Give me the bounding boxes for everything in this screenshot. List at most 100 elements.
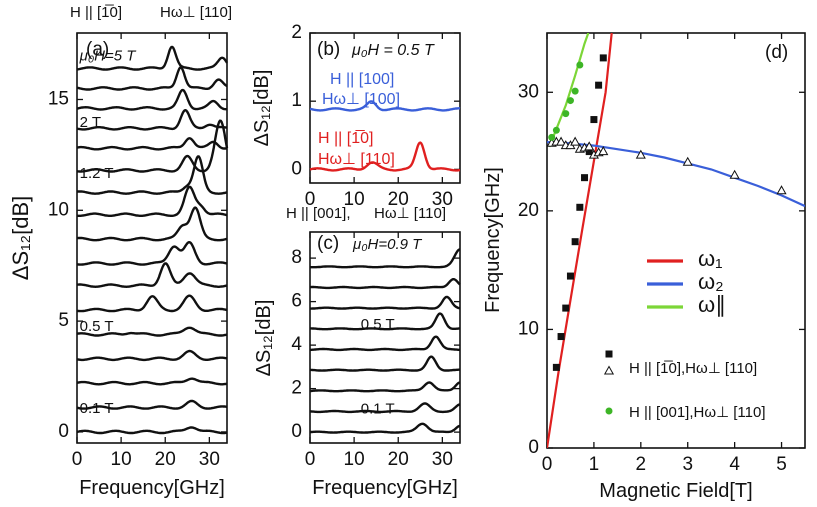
panel-c-trace xyxy=(309,295,461,310)
panel-d-xtick-label: 2 xyxy=(636,454,647,475)
panel-a-title: H || [1̅0] xyxy=(70,4,122,21)
panel-c-ytick-label: 4 xyxy=(291,334,302,355)
panel-b-ytick-label: 2 xyxy=(291,22,302,43)
panel-a-trace xyxy=(76,109,228,131)
panel-c-ytick-label: 6 xyxy=(291,291,302,312)
panel-a-trace xyxy=(76,377,228,386)
panel-a-annotation: 2 T xyxy=(80,114,101,131)
panel-a-xtick-label: 20 xyxy=(155,449,176,470)
panel-d-ytick-label: 20 xyxy=(518,200,539,221)
panel-a-trace xyxy=(76,206,228,242)
panel-d-label: (d) xyxy=(765,42,788,63)
panel-c-xtick-label: 10 xyxy=(344,449,365,470)
panel-a-trace xyxy=(76,155,228,195)
panel-b-xtick-label: 20 xyxy=(388,189,409,210)
panel-a-annotation: 1.2 T xyxy=(80,165,114,182)
panel-a-trace xyxy=(76,45,229,71)
legend-label-omega1-curve: ω₁ xyxy=(698,246,723,271)
square-marker xyxy=(581,174,589,182)
panel-d-frame xyxy=(546,32,806,449)
panel-c-title: H || [001], xyxy=(286,205,351,222)
panel-c-trace xyxy=(309,355,461,372)
legend-triangle-marker xyxy=(603,365,615,375)
triangle-marker xyxy=(682,156,693,166)
panel-a-xlabel: Frequency[GHz] xyxy=(79,477,225,499)
panel-c-annotation: 0.1 T xyxy=(361,401,395,418)
triangle-marker xyxy=(598,146,609,156)
triangle-marker xyxy=(556,136,567,146)
panel-c-annotation: 0.5 T xyxy=(361,316,395,333)
panel-a-trace xyxy=(76,399,228,410)
panel-c-trace xyxy=(309,248,461,269)
panel-b-legend-red2: Hω⊥ [110] xyxy=(318,151,395,168)
panel-b-ylabel: ΔS₁₂[dB] xyxy=(251,70,273,147)
circle-marker xyxy=(566,97,574,105)
panel-b-xtick-label: 10 xyxy=(344,189,365,210)
circle-marker xyxy=(576,61,584,69)
legend-marker-label-1: H || [1̅0],Hω⊥ [110] xyxy=(629,360,757,377)
panel-b-xtick-label: 30 xyxy=(432,189,453,210)
panel-c-trace xyxy=(309,312,461,331)
square-marker xyxy=(590,116,598,124)
panel-d-ytick-label: 10 xyxy=(518,318,539,339)
panel-b-trace xyxy=(309,100,461,112)
panel-a-title2: Hω⊥ [110] xyxy=(160,4,232,21)
panel-c-ytick-label: 8 xyxy=(291,247,302,268)
panel-c-trace xyxy=(309,381,461,393)
panel-b-ytick-label: 0 xyxy=(291,158,302,179)
panel-c-ytick-label: 2 xyxy=(291,378,302,399)
square-marker xyxy=(585,148,593,156)
panel-c-xtick-label: 30 xyxy=(432,449,453,470)
panel-c-trace xyxy=(309,335,461,352)
panel-d-xlabel: Magnetic Field[T] xyxy=(599,480,752,502)
panel-c-xlabel: Frequency[GHz] xyxy=(312,477,458,499)
panel-b-label: (b) xyxy=(317,39,340,60)
triangle-marker xyxy=(570,136,581,146)
panel-d-ylabel: Frequency[GHz] xyxy=(482,167,504,313)
panel-d-ytick-label: 0 xyxy=(528,437,539,458)
panel-a-trace xyxy=(76,294,228,313)
panel-c-ytick-label: 0 xyxy=(291,421,302,442)
triangle-marker xyxy=(584,141,595,151)
circle-marker xyxy=(548,133,556,141)
legend-marker-label-2: H || [001],Hω⊥ [110] xyxy=(629,404,766,421)
panel-a-xtick-label: 0 xyxy=(72,449,83,470)
panel-c-field: μ₀H=0.9 T xyxy=(352,236,423,253)
panel-b-ytick-label: 1 xyxy=(291,90,302,111)
square-marker xyxy=(576,203,584,211)
square-marker xyxy=(595,81,603,89)
panel-c-xtick-label: 20 xyxy=(388,449,409,470)
panel-b-trace xyxy=(309,141,461,172)
panel-a-ytick-label: 15 xyxy=(48,89,69,110)
panel-c-xtick-label: 0 xyxy=(305,449,316,470)
panel-b-legend-blue2: Hω⊥ [100] xyxy=(322,91,400,108)
panel-a-xtick-label: 10 xyxy=(111,449,132,470)
panel-a-ytick-label: 0 xyxy=(58,421,69,442)
panel-d-xtick-label: 1 xyxy=(589,454,600,475)
panel-c-trace xyxy=(309,422,461,434)
panel-b-legend-red: H || [1̅0] xyxy=(318,129,373,147)
panel-a-annotation: μ₀H=5 T xyxy=(79,48,138,65)
legend-label-omega2-curve: ω₂ xyxy=(698,269,724,294)
panel-a-trace xyxy=(76,241,228,266)
panel-a-trace xyxy=(76,326,228,337)
panel-c-frame xyxy=(309,231,461,444)
square-marker xyxy=(557,333,565,341)
triangle-marker xyxy=(635,149,646,159)
circle-marker xyxy=(552,126,560,134)
panel-c-trace xyxy=(309,402,461,414)
panel-c-label: (c) xyxy=(317,233,339,254)
legend-circle-marker xyxy=(605,407,613,415)
square-marker xyxy=(571,238,579,246)
square-marker xyxy=(599,54,607,62)
panel-a-ytick-label: 5 xyxy=(58,310,69,331)
panel-d-xtick-label: 5 xyxy=(776,454,787,475)
panel-a-trace xyxy=(76,137,228,151)
panel-a-xtick-label: 30 xyxy=(199,449,220,470)
square-marker xyxy=(566,272,574,280)
panel-d-ytick-label: 30 xyxy=(518,81,539,102)
panel-a-trace xyxy=(76,349,228,362)
panel-d-omega1-curve xyxy=(547,33,613,448)
circle-marker xyxy=(571,87,579,95)
